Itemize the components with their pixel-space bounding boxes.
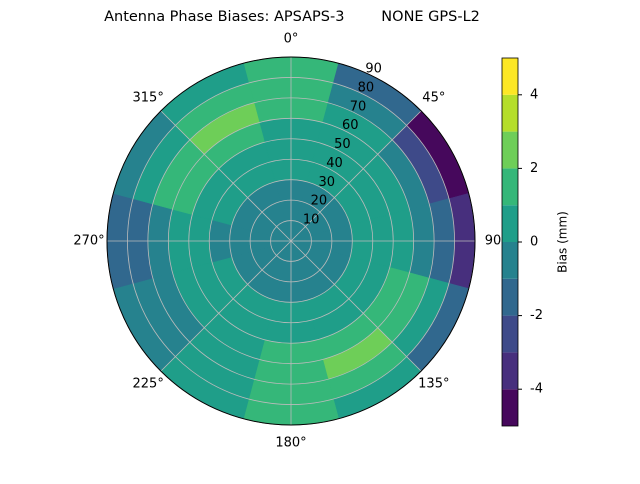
- colorbar-bin: [502, 131, 518, 169]
- r-tick-label: 80: [358, 80, 375, 95]
- grid-spoke: [290, 240, 422, 372]
- colorbar-bin: [502, 205, 518, 242]
- r-tick-label: 90: [365, 62, 382, 77]
- theta-tick-label: 225°: [133, 376, 164, 391]
- r-tick-label: 60: [342, 118, 359, 133]
- colorbar-bin: [502, 278, 518, 316]
- theta-tick-label: 270°: [73, 234, 104, 249]
- polar-frame: [106, 56, 476, 426]
- colorbar-bin: [502, 315, 518, 353]
- grid-spoke: [160, 240, 292, 372]
- colorbar-bin: [502, 352, 518, 390]
- colorbar-bin: [502, 168, 518, 206]
- r-tick-label: 20: [311, 194, 328, 209]
- chart-title: Antenna Phase Biases: APSAPS-3 NONE GPS-…: [104, 9, 480, 25]
- r-tick-label: 10: [303, 213, 320, 228]
- colorbar-tick-label: 4: [530, 87, 538, 102]
- colorbar-tick-label: 0: [530, 235, 538, 250]
- theta-tick-label: 90: [485, 234, 502, 249]
- colorbar-bin: [502, 58, 518, 95]
- colorbar-bin: [502, 389, 518, 426]
- theta-tick-label: 315°: [133, 91, 164, 106]
- grid-spoke: [160, 110, 292, 242]
- r-tick-label: 50: [334, 137, 351, 152]
- colorbar-bin: [502, 94, 518, 132]
- colorbar-bin: [502, 242, 518, 279]
- theta-tick-label: 135°: [418, 376, 449, 391]
- theta-tick-label: 180°: [275, 436, 306, 451]
- colorbar-tick-label: -2: [530, 308, 543, 323]
- colorbar-tick-label: 2: [530, 161, 538, 176]
- r-tick-label: 30: [318, 175, 335, 190]
- theta-tick-label: 45°: [422, 91, 445, 106]
- theta-tick-label: 0°: [284, 32, 299, 47]
- r-tick-label: 40: [326, 156, 343, 171]
- colorbar-label: Bias (mm): [556, 211, 570, 273]
- colorbar-tick-label: -4: [530, 382, 543, 397]
- grid-spoke: [290, 110, 422, 242]
- r-tick-label: 70: [350, 99, 367, 114]
